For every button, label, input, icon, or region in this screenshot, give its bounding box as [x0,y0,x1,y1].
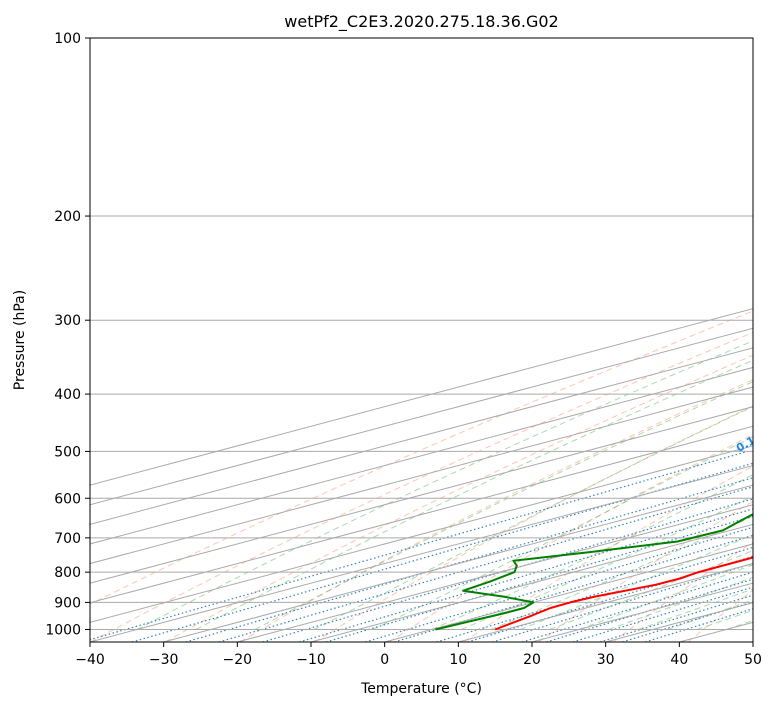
isotherm-line [90,445,753,623]
dry-adiabat-line [538,501,753,642]
mixing-ratio-line [436,546,753,642]
x-tick-label: −10 [296,652,326,668]
x-tick-label: 30 [597,652,615,668]
plot-background [90,38,753,642]
isotherm-line [310,523,753,642]
dewpoint-profile-line [435,513,753,631]
moist-adiabat-line [195,359,753,630]
temperature-profile-line [494,556,753,631]
x-tick-label: 10 [449,652,467,668]
x-tick-label: 20 [523,652,541,668]
x-axis-title: Temperature (°C) [360,681,482,697]
y-tick-label: 1000 [45,622,81,638]
isotherm-line [237,504,753,642]
moist-adiabat-line [608,576,753,630]
plot-area: 0.10.20.40.611.52346810131620253036-100-… [90,38,753,642]
axis-ticks: −40 −30 −20 −10 0 10 20 30 40 50 1000 900 800 700 600 5… [45,31,762,668]
dry-adiabat-line [314,405,753,642]
isotherm-line [163,484,753,642]
moist-adiabat-line [461,495,753,630]
x-tick-label: 50 [744,652,762,668]
moist-adiabat-line [313,405,753,630]
mixing-ratio-line [546,578,753,642]
y-tick-label: 400 [54,387,81,403]
isotherms [90,308,753,642]
moist-adiabat-line [578,564,753,630]
x-tick-label: −40 [75,652,105,668]
dry-adiabat-line [389,434,753,642]
mixing-ratio-line [492,562,753,642]
moist-adiabat-line [519,534,753,630]
mixing-ratio-line [599,594,753,642]
mixing-ratio-line [299,508,753,642]
profiles [435,513,753,631]
plot-frame [89,37,754,643]
moist-adiabat-line [254,381,753,630]
isotherm-line [90,327,753,506]
isotherm-line [90,464,753,642]
y-tick-label: 200 [54,209,81,225]
mixing-ratio-lines [90,450,753,642]
isotherm-line [90,366,753,545]
moist-adiabat-line [372,436,753,630]
y-tick-label: 300 [54,313,81,329]
x-tick-label: −20 [223,652,253,668]
y-tick-label: 800 [54,565,81,581]
y-tick-label: 900 [54,595,81,611]
isotherm-line [90,308,753,486]
isotherm-line [90,386,753,565]
mixing-ratio-line [521,571,753,642]
isotherm-line [90,425,753,604]
moist-adiabats [136,340,753,630]
dry-adiabat-line [165,354,753,642]
dry-adiabat-line [463,465,753,642]
isotherm-line [90,406,753,584]
dry-adiabat-line [239,379,753,642]
pressure-gridlines [90,38,753,630]
x-tick-label: 40 [670,652,688,668]
y-tick-label: 100 [54,31,81,47]
y-tick-label: 700 [54,531,81,547]
x-tick-label: −30 [149,652,179,668]
moist-adiabat-line [431,474,753,630]
mixing-ratio-line [572,586,753,642]
moist-adiabat-line [136,340,753,630]
chart-title: wetPf2_C2E3.2020.275.18.36.G02 [284,12,558,32]
mixing-ratio-line [90,450,748,641]
y-tick-label: 600 [54,491,81,507]
x-tick-label: 0 [380,652,389,668]
y-tick-label: 500 [54,444,81,460]
y-axis-title: Pressure (hPa) [12,290,28,390]
